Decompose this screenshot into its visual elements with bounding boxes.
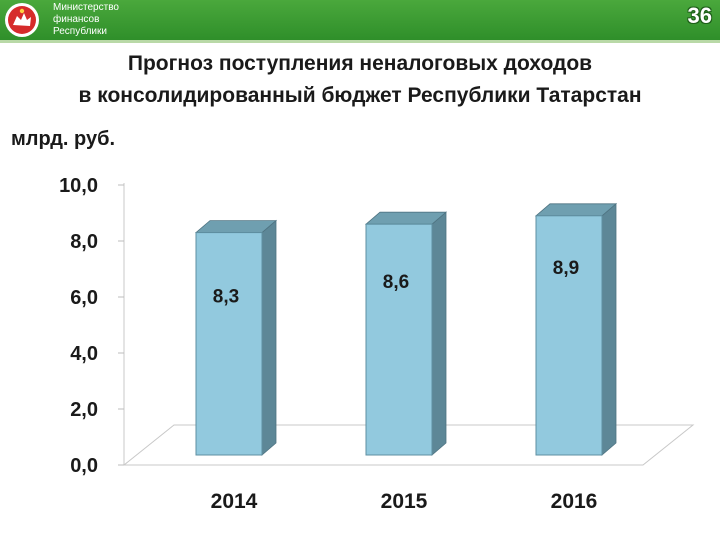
header-stripe	[0, 40, 720, 43]
bar-2015	[365, 223, 433, 456]
bar-side	[431, 211, 447, 456]
tatarstan-emblem-icon	[5, 3, 39, 37]
ministry-name: Министерство финансов Республики	[53, 2, 173, 38]
category-label: 2016	[551, 490, 598, 513]
bar-side	[601, 202, 617, 456]
y-tick-label: 10,0	[59, 175, 98, 197]
header-bar: Министерство финансов Республики 36	[0, 0, 720, 40]
bar-top	[194, 220, 278, 233]
bar-top	[364, 211, 448, 225]
value-label: 8,9	[553, 258, 579, 279]
ministry-line-3: Республики	[53, 26, 107, 37]
y-tick-label: 4,0	[70, 343, 98, 365]
y-tick-label: 2,0	[70, 399, 98, 421]
page-number: 36	[687, 3, 712, 28]
y-tick-label: 6,0	[70, 287, 98, 309]
bar-top	[534, 203, 618, 217]
ministry-line-2: финансов	[53, 14, 100, 25]
category-label: 2014	[211, 490, 258, 513]
bar-side	[261, 219, 277, 456]
title-line-1: Прогноз поступления неналоговых доходов	[127, 52, 593, 75]
title-line-2: в консолидированный бюджет Республики Та…	[78, 84, 642, 107]
bar-chart: 0,0 2,0 4,0 6,0 8,0 10,0 8,3 2014 8,6 2015 8,9 2016	[59, 175, 695, 513]
chart-floor	[122, 424, 695, 466]
bar-2016	[535, 215, 603, 456]
y-tick-label: 0,0	[70, 455, 98, 477]
page-title: Прогноз поступления неналоговых доходов …	[0, 48, 720, 112]
bar-2014	[195, 232, 263, 456]
unit-label: млрд. руб.	[11, 128, 116, 150]
value-label: 8,6	[383, 272, 409, 293]
y-tick-label: 8,0	[70, 231, 98, 253]
category-label: 2015	[381, 490, 428, 513]
value-label: 8,3	[213, 287, 239, 308]
ministry-line-1: Министерство	[53, 2, 119, 13]
